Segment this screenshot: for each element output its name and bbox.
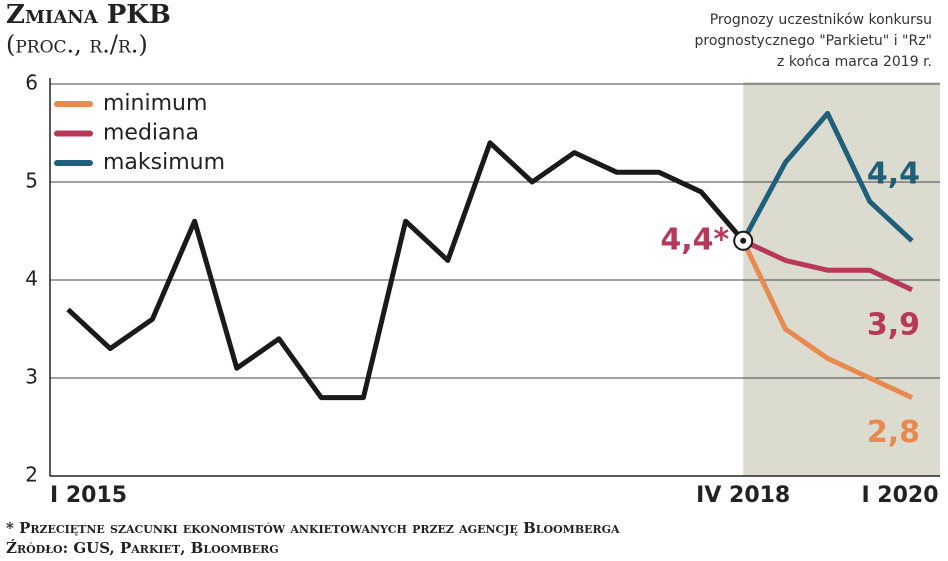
y-tick-label: 5 bbox=[25, 169, 38, 193]
series-line bbox=[742, 238, 914, 293]
value-label: 2,8 bbox=[867, 415, 920, 450]
note: z końca marca 2019 r. bbox=[777, 54, 932, 70]
legend-label: minimum bbox=[103, 91, 207, 116]
note: Prognozy uczestników konkursu bbox=[710, 12, 932, 28]
chart-subtitle: (proc., r./r.) bbox=[6, 31, 148, 59]
y-tick-label: 3 bbox=[25, 365, 38, 389]
point-dot bbox=[740, 237, 747, 244]
y-tick-label: 4 bbox=[25, 267, 38, 291]
y-tick-label: 6 bbox=[25, 71, 38, 95]
x-tick-label: IV 2018 bbox=[696, 483, 790, 508]
note: prognostycznego "Parkietu" i "Rz" bbox=[695, 33, 932, 49]
y-tick-label: 2 bbox=[25, 463, 38, 487]
series-line bbox=[740, 110, 914, 243]
chart-title: Zmiana PKB bbox=[6, 0, 171, 30]
legend-label: mediana bbox=[103, 121, 199, 146]
x-tick-label: I 2020 bbox=[861, 483, 938, 508]
legend-label: maksimum bbox=[103, 150, 225, 175]
footnote: * Przeciętne szacunki ekonomistów ankiet… bbox=[6, 519, 620, 537]
footnote: Źródło: GUS, Parkiet, Bloomberg bbox=[6, 539, 279, 557]
value-label: 4,4 bbox=[867, 156, 920, 191]
value-label: 4,4* bbox=[660, 222, 729, 257]
series-line bbox=[740, 239, 914, 400]
value-label: 3,9 bbox=[867, 307, 920, 342]
x-tick-label: I 2015 bbox=[50, 483, 127, 508]
series-line bbox=[66, 140, 746, 401]
